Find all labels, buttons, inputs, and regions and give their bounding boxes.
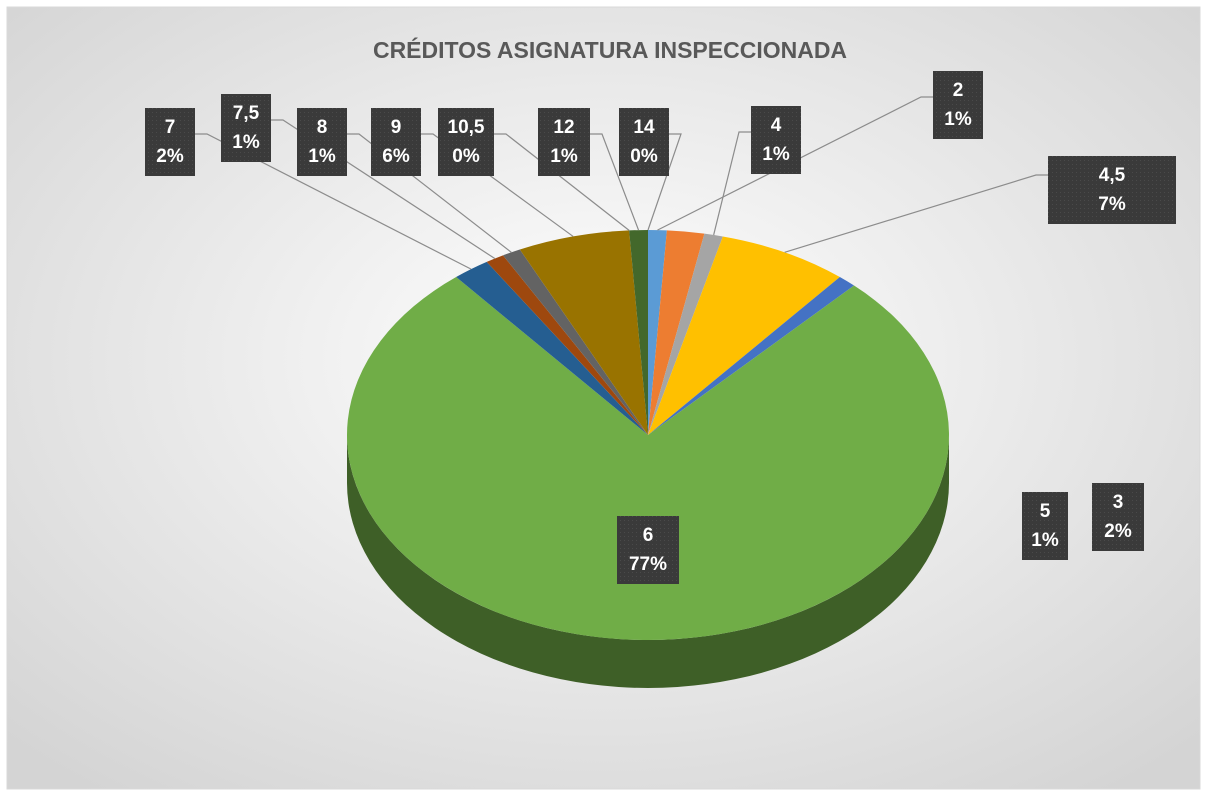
chart-title: CRÉDITOS ASIGNATURA INSPECCIONADA — [373, 36, 847, 63]
leader-line — [195, 133, 472, 270]
data-label-box — [933, 71, 983, 139]
data-label-category: 6 — [643, 525, 654, 546]
data-label-category: 4 — [771, 115, 782, 136]
data-label-value: 1% — [550, 146, 578, 167]
leader-line — [713, 131, 751, 236]
data-label-value: 6% — [382, 146, 410, 167]
data-label-category: 14 — [633, 117, 655, 138]
data-label-value: 0% — [630, 146, 658, 167]
data-label-box — [617, 516, 679, 584]
data-label-box — [619, 108, 669, 176]
data-label-value: 7% — [1098, 194, 1126, 215]
leader-line — [347, 133, 512, 253]
leader-line — [271, 119, 496, 260]
data-label-category: 8 — [317, 117, 328, 138]
data-label-category: 2 — [953, 80, 964, 101]
data-label-box — [438, 108, 494, 176]
data-label-box — [538, 108, 590, 176]
data-label-category: 3 — [1113, 492, 1124, 513]
data-label-box — [1048, 156, 1176, 224]
data-label-value: 0% — [452, 146, 480, 167]
leader-line — [421, 133, 574, 237]
slice — [502, 249, 648, 435]
data-label-box — [297, 108, 347, 176]
data-label-value: 2% — [156, 146, 184, 167]
slice — [648, 236, 840, 435]
data-label-value: 77% — [629, 554, 667, 575]
data-label-category: 9 — [391, 117, 402, 138]
data-label-box — [751, 106, 801, 174]
data-label-category: 12 — [553, 117, 574, 138]
slice — [629, 230, 648, 435]
slice — [456, 261, 648, 435]
data-label-box — [145, 108, 195, 176]
data-label-category: 10,5 — [448, 117, 485, 138]
leader-line — [647, 133, 682, 231]
slice — [648, 277, 855, 435]
data-label-box — [1022, 492, 1068, 560]
leader-line — [494, 133, 630, 231]
slice — [648, 230, 705, 435]
data-label-value: 1% — [308, 146, 336, 167]
data-label-category: 5 — [1040, 501, 1051, 522]
slice — [347, 277, 949, 640]
data-label-box — [221, 94, 271, 162]
slice — [486, 255, 648, 435]
data-label-value: 1% — [762, 144, 790, 165]
slice — [519, 230, 648, 435]
data-label-box — [1092, 483, 1144, 551]
slice — [648, 233, 723, 435]
data-label-value: 1% — [1031, 530, 1059, 551]
slice-side — [347, 435, 949, 688]
data-label-value: 2% — [1104, 521, 1132, 542]
data-label-box — [371, 108, 421, 176]
leader-line — [590, 133, 640, 231]
slice — [648, 230, 667, 435]
data-label-value: 1% — [232, 132, 260, 153]
leader-line — [657, 96, 933, 231]
data-label-category: 7 — [165, 117, 176, 138]
data-label-category: 7,5 — [233, 103, 260, 124]
data-label-category: 4,5 — [1099, 165, 1126, 186]
leader-line — [784, 174, 1048, 253]
data-label-value: 1% — [944, 109, 972, 130]
